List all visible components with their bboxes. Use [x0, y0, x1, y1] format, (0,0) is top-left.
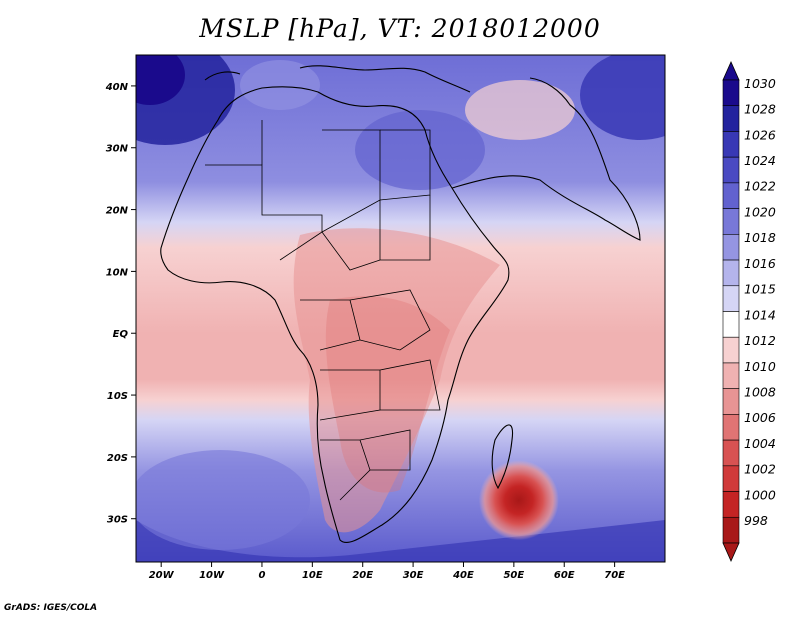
- lon-tick-label: 10W: [199, 570, 225, 581]
- colorbar-label: 1012: [744, 333, 776, 348]
- colorbar-swatch: [722, 105, 740, 132]
- lat-tick-label: 20N: [106, 206, 129, 217]
- axis-ticks: 20W 10W 0 10E 20E 30E 40E 50E 60E 70E 40N 30N 20N 10N…: [105, 82, 625, 581]
- country-borders: [205, 120, 441, 501]
- colorbar-swatch: [722, 234, 740, 261]
- lon-tick-label: 20W: [149, 570, 175, 581]
- colorbar-swatch: [722, 516, 740, 544]
- colorbar-label: 1022: [744, 179, 776, 194]
- colorbar-swatch: [722, 491, 740, 518]
- colorbar-swatch: [722, 285, 740, 312]
- lat-tick-label: 20S: [107, 453, 128, 464]
- lon-tick-label: 60E: [554, 570, 575, 581]
- coastlines: [160, 65, 641, 543]
- colorbar-swatch: [722, 259, 740, 287]
- colorbar-label: 1015: [744, 282, 776, 297]
- colorbar-swatch: [722, 156, 740, 184]
- colorbar-swatch: [722, 336, 740, 364]
- colorbar-bottom-arrow: [722, 542, 740, 562]
- colorbar-swatch: [722, 414, 740, 441]
- colorbar-label: 998: [744, 513, 768, 528]
- lon-tick-label: 0: [258, 570, 265, 581]
- lon-tick-label: 30E: [403, 570, 424, 581]
- colorbar-label: 1004: [744, 436, 776, 451]
- low-pressure-centre: [478, 460, 559, 541]
- colorbar-swatch: [722, 79, 740, 107]
- pressure-field: [136, 55, 665, 562]
- lat-tick-label: EQ: [113, 329, 129, 340]
- lon-tick-label: 40E: [452, 570, 474, 581]
- lon-tick-label: 70E: [604, 570, 625, 581]
- lon-tick-label: 10E: [302, 570, 323, 581]
- lat-tick-label: 30N: [106, 144, 129, 155]
- colorbar-swatch: [722, 388, 740, 415]
- colorbar: 1030 1028 1026 1024 1022 1020 1018 1016 1015 1014…: [722, 61, 776, 562]
- credit-label: GrADS: IGES/COLA: [4, 603, 98, 613]
- colorbar-label: 1028: [744, 102, 776, 117]
- chart-title: MSLP [hPa], VT: 2018012000: [199, 14, 601, 43]
- lat-tick-label: 10S: [107, 391, 128, 402]
- colorbar-label: 1016: [744, 256, 776, 271]
- colorbar-label: 1008: [744, 385, 776, 400]
- colorbar-swatch: [722, 362, 740, 389]
- colorbar-label: 1024: [744, 153, 776, 168]
- colorbar-label: 1020: [744, 204, 776, 219]
- colorbar-swatch: [722, 465, 740, 492]
- lat-tick-label: 10N: [106, 267, 129, 278]
- colorbar-top-arrow: [722, 61, 740, 81]
- colorbar-label: 1026: [744, 127, 776, 142]
- colorbar-label: 1000: [744, 487, 776, 502]
- colorbar-label: 1018: [744, 230, 776, 245]
- colorbar-label: 1002: [744, 462, 776, 477]
- colorbar-swatch: [722, 439, 740, 467]
- colorbar-swatch: [722, 182, 740, 209]
- colorbar-label: 1006: [744, 410, 776, 425]
- colorbar-swatch: [722, 311, 740, 338]
- lat-tick-label: 40N: [105, 82, 129, 93]
- lat-tick-label: 30S: [107, 515, 128, 526]
- lon-tick-label: 50E: [503, 570, 524, 581]
- colorbar-label: 1030: [744, 76, 776, 91]
- colorbar-swatch: [722, 208, 740, 235]
- colorbar-label: 1010: [744, 359, 776, 374]
- colorbar-label: 1014: [744, 307, 776, 322]
- colorbar-swatch: [722, 131, 740, 158]
- lon-tick-label: 20E: [352, 570, 373, 581]
- map-frame: [135, 54, 666, 563]
